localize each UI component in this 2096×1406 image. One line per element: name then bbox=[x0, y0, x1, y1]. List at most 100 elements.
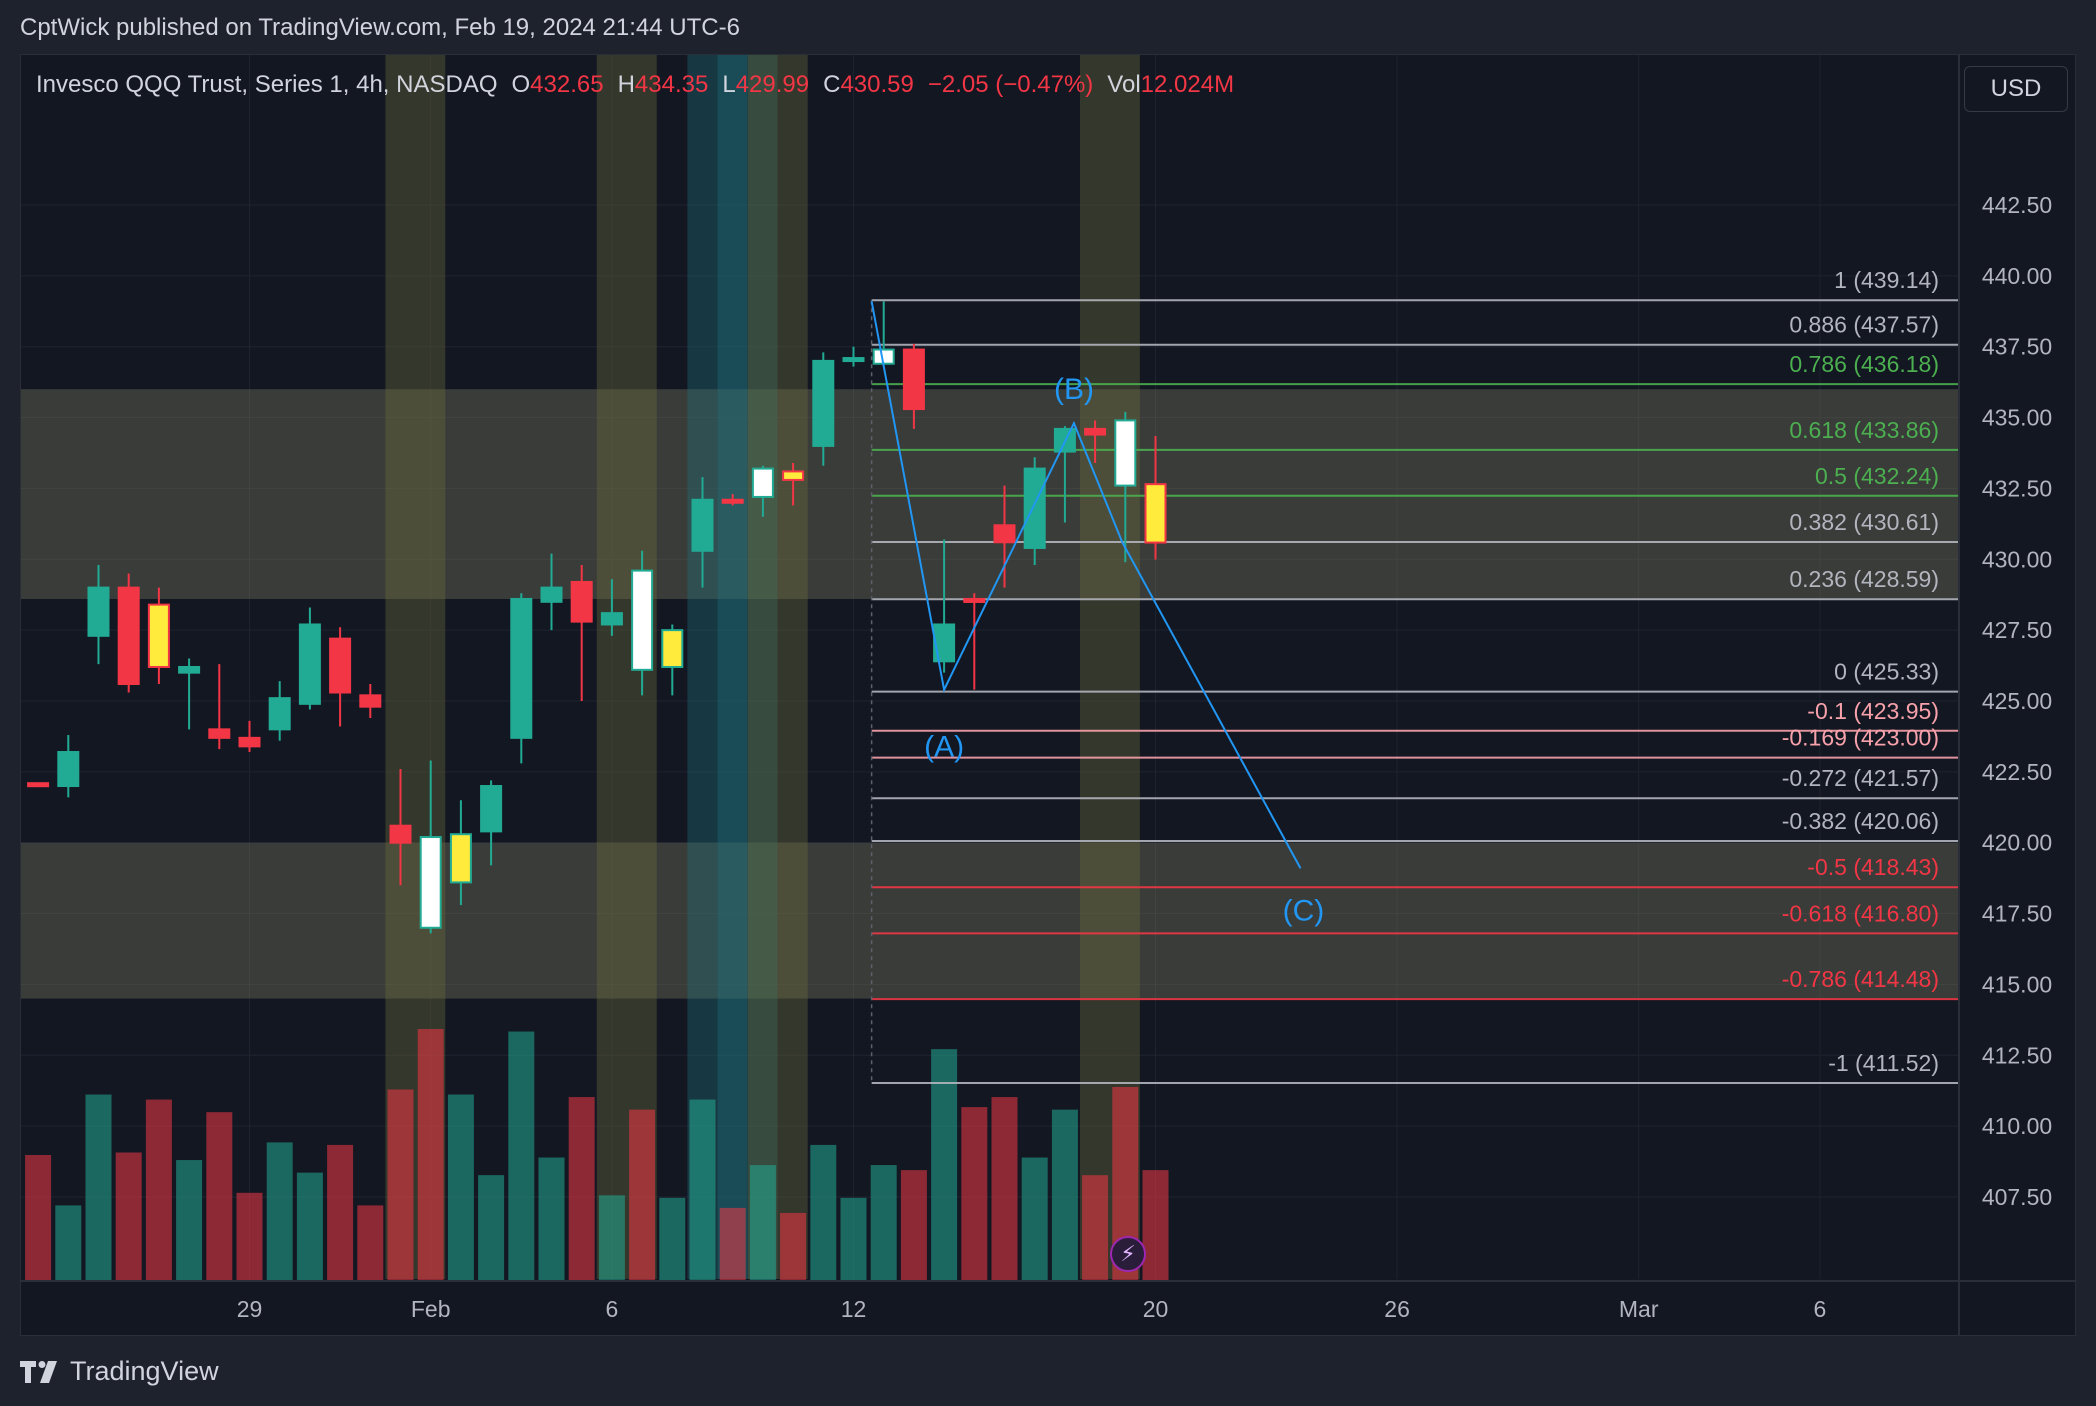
price-tick-label: 430.00 bbox=[1982, 546, 2052, 572]
wave-label: (A) bbox=[924, 730, 964, 763]
fib-label: -0.5 (418.43) bbox=[1807, 854, 1939, 880]
legend-o-label: O bbox=[511, 71, 531, 98]
volume-bar bbox=[598, 1195, 625, 1281]
candle-body bbox=[570, 580, 593, 623]
lightning-icon[interactable]: ⚡ bbox=[1110, 1236, 1146, 1272]
candle-body bbox=[329, 637, 352, 694]
symbol-legend[interactable]: Invesco QQQ Trust, Series 1, 4h, NASDAQ O… bbox=[36, 71, 1234, 99]
legend-h-label: H bbox=[617, 71, 635, 98]
session-bands bbox=[385, 55, 1140, 1279]
tradingview-brand: TradingView bbox=[20, 1356, 219, 1387]
chart-frame: 1 (439.14) 0.886 (437.57) 0.786 (436.18) 0.… bbox=[20, 54, 2076, 1336]
legend-vol-label: Vol bbox=[1107, 71, 1141, 98]
volume-bar bbox=[840, 1197, 867, 1281]
fib-label: -0.1 (423.95) bbox=[1807, 698, 1939, 724]
price-tick-label: 407.50 bbox=[1982, 1184, 2052, 1210]
price-tick-label: 422.50 bbox=[1982, 759, 2052, 785]
candle-body bbox=[147, 603, 170, 668]
fib-label: -0.786 (414.48) bbox=[1782, 966, 1939, 992]
volume-bar bbox=[176, 1160, 203, 1281]
fib-label: -1 (411.52) bbox=[1828, 1050, 1939, 1076]
time-tick-label: 12 bbox=[841, 1296, 867, 1322]
legend-open: 432.65 bbox=[530, 71, 604, 98]
volume-bar bbox=[236, 1192, 263, 1281]
time-tick-label: 20 bbox=[1143, 1296, 1169, 1322]
axes: 442.50 440.00 437.50 435.00 432.50 430.00 427.… bbox=[21, 55, 2075, 1335]
wave-path bbox=[870, 301, 1302, 869]
volume-bar bbox=[1021, 1157, 1048, 1281]
candle-body bbox=[87, 586, 110, 637]
wave-label: (B) bbox=[1054, 373, 1094, 406]
volume-bar bbox=[1051, 1109, 1078, 1281]
volume-bar bbox=[447, 1094, 474, 1281]
volume-bar bbox=[478, 1175, 505, 1281]
published-line: CptWick published on TradingView.com, Fe… bbox=[20, 14, 740, 41]
volume-bar bbox=[327, 1144, 354, 1281]
volume-bar bbox=[689, 1099, 716, 1281]
elliott-wave[interactable]: (A) (B) (C) bbox=[870, 301, 1325, 928]
legend-symbol: Invesco QQQ Trust, Series 1, 4h, NASDAQ bbox=[36, 71, 498, 98]
candle-body bbox=[691, 498, 714, 552]
volume-bar bbox=[749, 1165, 776, 1281]
fib-label: 0.382 (430.61) bbox=[1789, 509, 1939, 535]
candle-body bbox=[57, 751, 80, 788]
volume-bar bbox=[417, 1029, 444, 1281]
volume-bar bbox=[719, 1207, 746, 1281]
session-band bbox=[1080, 55, 1140, 1279]
legend-change: −2.05 (−0.47%) bbox=[927, 71, 1094, 98]
currency-button[interactable]: USD bbox=[1964, 66, 2068, 112]
candle-body bbox=[480, 785, 503, 833]
candle-body bbox=[631, 569, 654, 671]
time-tick-label: Feb bbox=[411, 1296, 451, 1322]
candle-body bbox=[298, 623, 321, 705]
volume-bar bbox=[991, 1097, 1018, 1281]
volume-bar bbox=[55, 1205, 82, 1281]
price-tick-label: 427.50 bbox=[1982, 617, 2052, 643]
volume-bar bbox=[961, 1107, 988, 1281]
chart-canvas[interactable]: 1 (439.14) 0.886 (437.57) 0.786 (436.18) 0.… bbox=[21, 55, 2075, 1335]
candle-body bbox=[449, 833, 472, 884]
volume-bar bbox=[25, 1155, 52, 1281]
legend-volume: 12.024M bbox=[1140, 71, 1235, 98]
session-band bbox=[747, 55, 808, 1279]
volume-bar bbox=[357, 1205, 384, 1281]
time-tick-label: 6 bbox=[1814, 1296, 1827, 1322]
fib-label: 0.618 (433.86) bbox=[1789, 417, 1939, 443]
candle-body bbox=[721, 498, 744, 504]
price-tick-label: 410.00 bbox=[1982, 1113, 2052, 1139]
session-band bbox=[687, 55, 748, 1279]
time-tick-label: 29 bbox=[237, 1296, 263, 1322]
volume-bar bbox=[145, 1099, 172, 1281]
volume-bar bbox=[810, 1144, 837, 1281]
candle-body bbox=[933, 623, 956, 663]
candle-body bbox=[600, 612, 623, 626]
volume-bar bbox=[1142, 1170, 1169, 1281]
price-tick-label: 435.00 bbox=[1982, 405, 2052, 431]
volume-bar bbox=[931, 1049, 958, 1281]
candle-body bbox=[842, 357, 865, 363]
volume-bar bbox=[387, 1089, 414, 1281]
fib-retracement[interactable]: 1 (439.14) 0.886 (437.57) 0.786 (436.18) 0.… bbox=[870, 267, 1959, 1085]
volume-bar bbox=[629, 1109, 656, 1281]
time-tick-label: 26 bbox=[1384, 1296, 1410, 1322]
volume-bar bbox=[538, 1157, 565, 1281]
fib-label: 1 (439.14) bbox=[1834, 267, 1939, 293]
candle-body bbox=[1084, 427, 1107, 436]
fib-label: 0 (425.33) bbox=[1834, 659, 1939, 685]
candle-body bbox=[208, 728, 231, 739]
volume-bar bbox=[780, 1212, 807, 1281]
candle-body bbox=[359, 694, 382, 708]
wave-label: (C) bbox=[1283, 895, 1325, 928]
volume-bar bbox=[206, 1112, 233, 1281]
candle-body bbox=[238, 736, 261, 748]
fib-label: 0.236 (428.59) bbox=[1789, 566, 1939, 592]
volume-bar bbox=[85, 1094, 112, 1281]
time-tick-label: 6 bbox=[606, 1296, 619, 1322]
fib-label: -0.272 (421.57) bbox=[1782, 765, 1939, 791]
fib-label: 0.786 (436.18) bbox=[1789, 351, 1939, 377]
fib-label: -0.382 (420.06) bbox=[1782, 808, 1939, 834]
volume-bar bbox=[568, 1097, 595, 1281]
candle-body bbox=[902, 348, 925, 411]
session-band bbox=[717, 55, 778, 1279]
price-tick-label: 432.50 bbox=[1982, 475, 2052, 501]
